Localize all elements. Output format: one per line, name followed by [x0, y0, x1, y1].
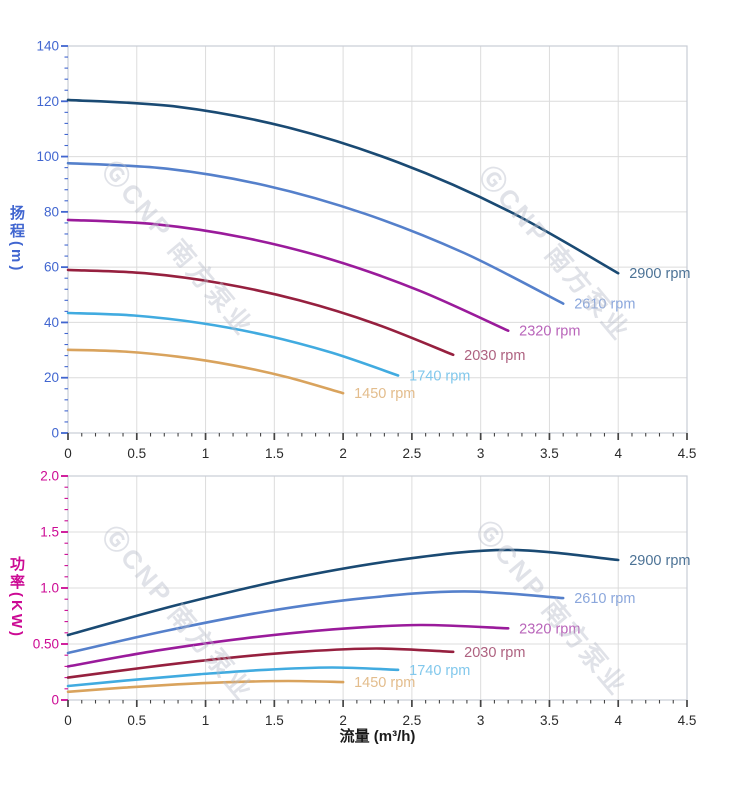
curve-1450rpm [66, 348, 345, 395]
series-label-1450rpm: 1450 rpm [354, 386, 415, 402]
x-tick-label: 1.5 [265, 446, 284, 461]
x-tick-label: 4 [614, 713, 622, 728]
flow-axis-title: 流量 (m³/h) [339, 728, 416, 745]
y-tick-label: 80 [44, 204, 59, 219]
x-tick-label: 1 [202, 446, 210, 461]
series-label-2320rpm: 2320 rpm [519, 621, 580, 637]
y-tick-label: 20 [44, 370, 59, 385]
series-label-2900rpm: 2900 rpm [629, 266, 690, 282]
x-tick-label: 2 [339, 446, 347, 461]
y-tick-label: 1.0 [40, 581, 59, 596]
x-tick-label: 0 [64, 713, 72, 728]
x-tick-label: 1.5 [265, 713, 284, 728]
series-label-2320rpm: 2320 rpm [519, 324, 580, 340]
x-tick-label: 4.5 [678, 713, 697, 728]
series-label-2900rpm: 2900 rpm [629, 553, 690, 569]
x-tick-label: 2 [339, 713, 347, 728]
curve-2610rpm [66, 161, 565, 305]
curve-1450rpm [66, 679, 345, 694]
y-tick-label: 0 [51, 426, 59, 441]
x-tick-label: 2.5 [402, 446, 421, 461]
x-tick-label: 3 [477, 446, 485, 461]
y-tick-label: 0.50 [33, 637, 59, 652]
y-tick-label: 100 [36, 149, 59, 164]
curve-2900rpm [66, 98, 620, 275]
x-tick-label: 0.5 [127, 446, 146, 461]
plot-frame [67, 45, 688, 434]
y-tick-label: 40 [44, 315, 59, 330]
series-label-1740rpm: 1740 rpm [409, 663, 470, 679]
x-tick-label: 2.5 [402, 713, 421, 728]
curve-2320rpm [66, 623, 510, 668]
curve-2030rpm [66, 647, 455, 679]
series-label-2610rpm: 2610 rpm [574, 297, 635, 313]
y-tick-label: 60 [44, 260, 59, 275]
x-tick-label: 4.5 [678, 446, 697, 461]
curve-2320rpm [66, 218, 510, 332]
y-tick-label: 1.5 [40, 525, 59, 540]
series-label-1740rpm: 1740 rpm [409, 369, 470, 385]
x-tick-label: 4 [614, 446, 622, 461]
power-axis-title: 功率(KW) [8, 556, 25, 639]
y-tick-label: 2.0 [40, 469, 59, 484]
curve-1740rpm [66, 311, 400, 377]
x-tick-label: 0.5 [127, 713, 146, 728]
head-axis-title: 扬程(m) [8, 205, 25, 274]
curve-2610rpm [66, 590, 565, 655]
series-label-2030rpm: 2030 rpm [464, 348, 525, 364]
x-tick-label: 0 [64, 446, 72, 461]
series-label-2610rpm: 2610 rpm [574, 591, 635, 607]
curve-2900rpm [66, 548, 620, 637]
x-tick-label: 3.5 [540, 446, 559, 461]
x-tick-label: 1 [202, 713, 210, 728]
y-tick-label: 120 [36, 94, 59, 109]
series-label-1450rpm: 1450 rpm [354, 675, 415, 691]
x-tick-label: 3.5 [540, 713, 559, 728]
curve-1740rpm [66, 666, 400, 688]
curve-2030rpm [66, 268, 455, 357]
series-label-2030rpm: 2030 rpm [464, 645, 525, 661]
y-tick-label: 140 [36, 39, 59, 54]
x-tick-label: 3 [477, 713, 485, 728]
y-tick-label: 0 [51, 693, 59, 708]
